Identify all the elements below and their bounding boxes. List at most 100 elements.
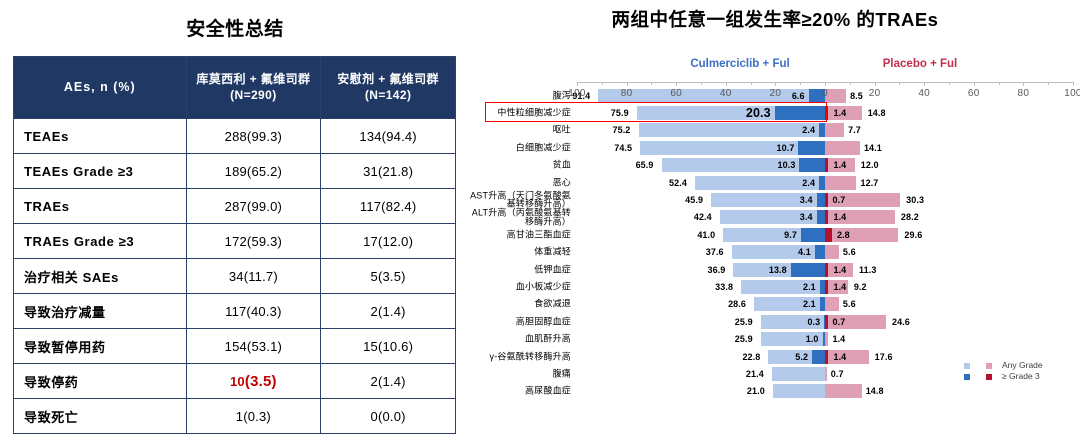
bar-left-grade3 <box>799 158 825 173</box>
arm-label-placebo: Placebo + Ful <box>882 58 958 70</box>
table-row: 导致治疗减量 117(40.3) 2(1.4) <box>13 293 456 329</box>
row-label: TEAEs <box>13 118 187 154</box>
bar-value-left-grade3: 5.2 <box>795 351 809 362</box>
bar-right-grade3 <box>825 349 829 364</box>
row-label: 治疗相关 SAEs <box>13 258 187 294</box>
bar-right-grade3 <box>825 314 828 329</box>
x-axis-tick-label: 80 <box>1017 88 1030 99</box>
traes-chart-panel: 两组中任意一组发生率≥20% 的TRAEs Culmerciclib + Ful… <box>470 0 1080 438</box>
chart-row-label-line: AST升高（天门冬氨酸氨 <box>470 190 571 201</box>
row-value-arm2: 2(1.4) <box>320 293 456 329</box>
chart-row: 腹痛 21.4 0.7 <box>470 364 1080 383</box>
chart-row-label: 呕吐 <box>552 124 571 135</box>
bar-right-grade3 <box>825 279 829 294</box>
row-value-arm2: 117(82.4) <box>320 188 456 224</box>
bar-value-left-any-grade: 28.6 <box>728 299 746 310</box>
bar-left-grade3 <box>819 279 825 294</box>
arm-label-culmerciclib: Culmerciclib + Ful <box>690 58 790 70</box>
chart-row: 食欲减退 28.6 2.1 5.6 <box>470 295 1080 314</box>
bar-left-grade3 <box>824 314 825 329</box>
table-row: TEAEs 288(99.3) 134(94.4) <box>13 118 456 154</box>
chart-row-label: γ-谷氨酰转移酶升高 <box>489 351 571 361</box>
bar-value-left-grade3: 9.7 <box>784 229 797 240</box>
bar-left-grade3 <box>798 140 825 155</box>
bar-right-any-grade <box>825 366 827 381</box>
table-row: 导致停药 10(3.5) 2(1.4) <box>13 363 456 399</box>
x-axis-tick-label: 100 <box>568 88 586 99</box>
x-axis-tick <box>1023 82 1025 86</box>
bar-value-left-any-grade: 41.0 <box>697 229 716 240</box>
x-axis-tick-minor <box>899 82 901 85</box>
bar-right-any-grade <box>825 279 848 294</box>
chart-row: γ-谷氨酰转移酶升高 22.8 5.2 17.6 1.4 <box>470 347 1080 366</box>
bar-value-right-grade3: 0.7 <box>832 316 846 327</box>
x-axis-tick-label: 80 <box>620 88 633 99</box>
bar-value-left-any-grade: 52.4 <box>669 177 687 188</box>
column-header-arm1-line2: (N=290) <box>230 87 277 102</box>
bar-left-grade3 <box>819 175 825 190</box>
chart-row-label-line: 基转移酶升高） <box>506 198 571 209</box>
x-axis-tick <box>725 82 727 86</box>
bar-left-any-grade <box>741 279 825 294</box>
bar-value-right-any-grade: 29.6 <box>904 229 923 240</box>
chart-row: 贫血 65.9 10.3 12.0 1.4 <box>470 156 1080 175</box>
x-axis-tick-label: 60 <box>967 88 980 99</box>
chart-row-label: AST升高（天门冬氨酸氨 基转移酶升高） <box>421 191 571 208</box>
bar-left-any-grade <box>640 140 825 155</box>
x-axis-tick-label: 60 <box>670 88 683 99</box>
bar-value-left-grade3: 0.3 <box>807 316 821 327</box>
bar-value-right-any-grade: 1.4 <box>832 334 846 345</box>
bar-value-left-grade3: 13.8 <box>768 264 787 275</box>
bar-value-left-grade3: 3.4 <box>799 212 813 223</box>
bar-left-any-grade <box>731 245 825 260</box>
bar-value-left-grade3: 4.1 <box>798 247 811 258</box>
bar-value-right-grade3: 1.4 <box>833 107 847 118</box>
chart-row-label: 体重减轻 <box>534 246 571 257</box>
row-value-arm1: 287(99.0) <box>185 188 322 224</box>
bar-value-right-grade3: 1.4 <box>833 281 847 292</box>
tornado-plot: 腹泻 91.4 6.6 8.5 中性粒细胞减少症 75.9 20.3 14.8 1.4 呕吐 75.… <box>470 82 1080 408</box>
chart-row: 血肌酐升高 25.9 1.0 1.4 <box>470 330 1080 349</box>
bar-value-right-grade3: 0.7 <box>832 194 846 205</box>
row-value-arm1: 34(11.7) <box>185 258 322 294</box>
bar-value-left-grade3: 3.4 <box>799 194 813 205</box>
bar-right-grade3 <box>825 210 829 225</box>
chart-row-label: 恶心 <box>552 177 571 187</box>
bar-left-grade3 <box>814 245 825 260</box>
table-row: TRAEs 287(99.0) 117(82.4) <box>13 188 456 224</box>
row-value-arm2: 17(12.0) <box>320 223 456 259</box>
bar-value-left-any-grade: 25.9 <box>734 316 753 327</box>
bar-left-any-grade <box>754 297 825 312</box>
chart-row-label-line: ALT升高（丙氨酸氨基转 <box>471 207 571 218</box>
x-axis-tick-minor <box>601 82 603 85</box>
x-axis-tick-minor <box>651 82 653 85</box>
bar-value-left-grade3: 1.0 <box>805 334 819 345</box>
bar-left-grade3 <box>808 88 825 103</box>
x-axis-tick-label: 100 <box>1064 88 1080 99</box>
bar-value-right-any-grade: 12.7 <box>860 177 879 188</box>
table-row: TRAEs Grade ≥3 172(59.3) 17(12.0) <box>13 223 456 259</box>
bar-value-right-grade3: 2.8 <box>836 229 850 240</box>
bar-value-left-grade3: 6.6 <box>791 90 805 101</box>
legend-swatch-left-grade3 <box>964 374 970 380</box>
bar-right-any-grade <box>825 245 839 260</box>
x-axis-tick <box>626 82 628 86</box>
bar-right-any-grade <box>825 262 854 277</box>
chart-row: 血小板减少症 33.8 2.1 9.2 1.4 <box>470 277 1080 296</box>
legend-swatch-right-any-grade <box>986 363 992 369</box>
bar-left-any-grade <box>719 210 825 225</box>
bar-value-left-grade3: 20.3 <box>745 105 771 120</box>
chart-row-label: 食欲减退 <box>534 298 571 309</box>
row-value-arm1: 189(65.2) <box>185 153 322 189</box>
bar-right-any-grade <box>825 332 829 347</box>
bar-left-any-grade <box>711 192 825 207</box>
bar-value-right-any-grade: 5.6 <box>842 247 856 258</box>
bar-value-right-grade3: 1.4 <box>833 264 847 275</box>
chart-row-label: 低钾血症 <box>534 264 571 274</box>
page-title: 安全性总结 <box>186 19 284 40</box>
x-axis-tick <box>924 82 926 86</box>
bar-left-any-grade <box>772 384 825 399</box>
x-axis-tick <box>973 82 975 86</box>
chart-row: 高尿酸血症 21.0 14.8 <box>470 382 1080 401</box>
legend-label-grade3: ≥ Grade 3 <box>1002 371 1040 381</box>
